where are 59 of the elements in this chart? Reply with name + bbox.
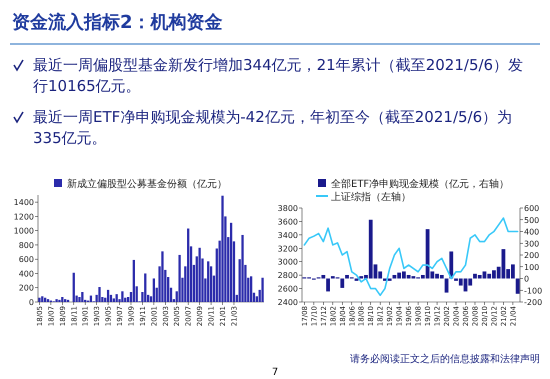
- y-tick-label: 2600: [278, 284, 298, 294]
- bar: [81, 292, 84, 302]
- bar: [116, 294, 118, 302]
- y2-tick-label: 400: [524, 228, 540, 236]
- bar: [121, 291, 124, 302]
- y-tick-label: 600: [18, 255, 34, 264]
- text: 最近一周偏股型基金新发行增加344亿元，21年累计（截至2021/5/6）发行10165亿元。: [33, 56, 524, 95]
- bar: [516, 278, 520, 294]
- y-tick-label: 1200: [14, 212, 34, 222]
- y2-tick-label: 100: [524, 262, 540, 272]
- y-tick-label: 800: [18, 240, 34, 250]
- y-tick-label: 3600: [278, 217, 298, 226]
- y-tick-label: 3400: [278, 230, 298, 240]
- text: 7: [272, 367, 278, 378]
- y2-tick-label: -200: [524, 298, 542, 307]
- bar: [44, 298, 46, 302]
- bar: [72, 272, 75, 302]
- bar: [198, 248, 201, 302]
- y-tick-label: 200: [18, 284, 34, 293]
- y-tick-label: 1400: [14, 198, 34, 208]
- bar: [187, 228, 190, 302]
- y-tick-label: 1000: [14, 226, 34, 236]
- text: 资金流入指标2：机构资金: [12, 12, 223, 33]
- y-tick-label: 400: [18, 269, 34, 278]
- bar: [510, 264, 515, 278]
- legend-label: 全部ETF净申购现金规模（亿元，右轴）: [331, 178, 510, 190]
- y2-tick-label: 500: [524, 216, 540, 225]
- y-tick-label: 3200: [278, 244, 298, 254]
- bar: [207, 261, 210, 302]
- bar: [340, 278, 344, 288]
- line-series: [304, 217, 518, 296]
- y-tick-label: 3000: [278, 258, 298, 267]
- y2-tick-label: 0: [524, 274, 530, 284]
- y-tick-label: 2800: [278, 271, 298, 280]
- bar: [152, 278, 156, 302]
- bar: [61, 297, 64, 302]
- y2-tick-label: -100: [524, 286, 542, 296]
- y-tick-label: 2400: [278, 298, 298, 307]
- bar: [326, 278, 330, 292]
- bar: [64, 299, 66, 302]
- bar: [144, 273, 146, 302]
- y2-tick-label: 600: [524, 204, 540, 213]
- bar: [112, 298, 115, 302]
- legend-label: 上证综指（左轴）: [331, 191, 411, 203]
- bar: [38, 298, 41, 302]
- y2-tick-label: 300: [524, 239, 540, 248]
- bar: [41, 296, 44, 302]
- bar: [132, 260, 135, 302]
- y-tick-label: 0: [28, 298, 34, 307]
- bar: [250, 276, 252, 302]
- bar: [55, 299, 58, 302]
- text: 最近一周ETF净申购现金规模为-42亿元，年初至今（截至2021/5/6）为335亿元。: [33, 108, 512, 147]
- text: 请务必阅读正文之后的信息披露和法律声明: [350, 353, 540, 365]
- bar: [46, 299, 50, 302]
- legend-label: 新成立偏股型公募基金份额（亿元）: [67, 178, 227, 190]
- bar: [178, 254, 181, 302]
- y-tick-label: 3800: [278, 204, 298, 213]
- bar: [444, 278, 448, 293]
- y2-tick-label: 200: [524, 251, 540, 260]
